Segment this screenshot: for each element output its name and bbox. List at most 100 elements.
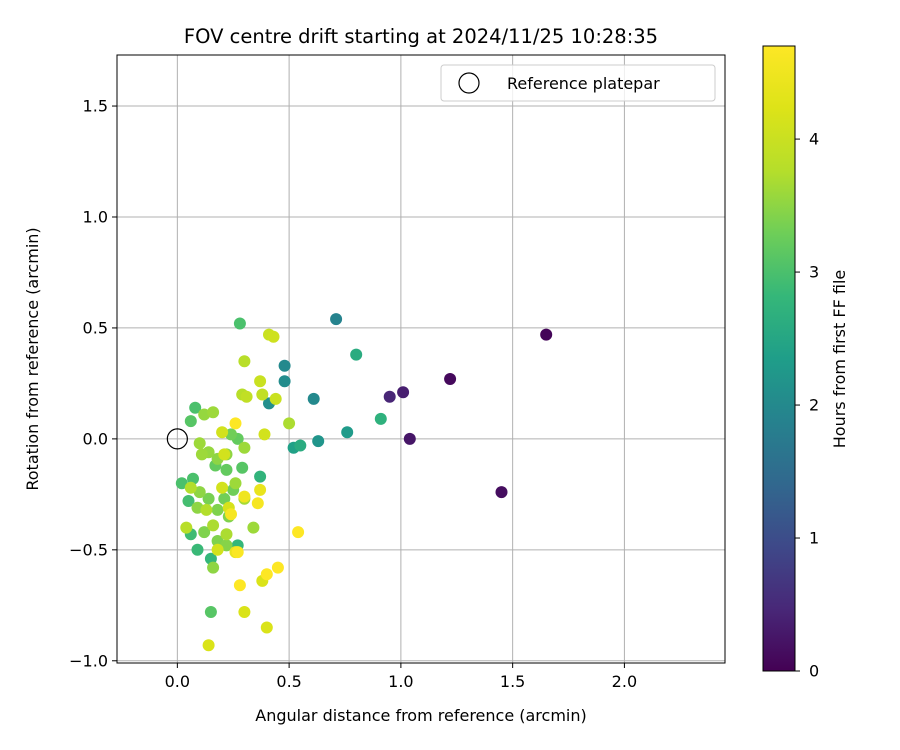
- y-tick-label: −0.5: [69, 540, 108, 559]
- data-point: [211, 503, 224, 516]
- data-point: [350, 348, 363, 361]
- data-point: [292, 526, 305, 539]
- data-point: [236, 461, 249, 474]
- legend-reference-marker: [458, 72, 480, 94]
- data-point: [202, 639, 215, 652]
- data-point: [258, 428, 271, 441]
- data-point: [256, 388, 269, 401]
- scatter-points: [175, 313, 553, 652]
- data-point: [220, 528, 233, 541]
- data-point: [294, 439, 307, 452]
- grid: [117, 55, 725, 663]
- x-axis-ticks: 0.0 0.5 1.0 1.5 2.0: [165, 663, 637, 691]
- x-tick-label: 0.5: [276, 672, 301, 691]
- data-point: [211, 543, 224, 556]
- colorbar-label: Hours from first FF file: [830, 270, 849, 449]
- colorbar-ticks: 0 1 2 3 4: [795, 130, 819, 681]
- axes-frame: [116, 54, 726, 664]
- legend: Reference platepar: [440, 64, 716, 102]
- data-point: [216, 481, 229, 494]
- data-point: [374, 412, 387, 425]
- data-point: [200, 503, 213, 516]
- data-point: [260, 621, 273, 634]
- colorbar-tick-label: 4: [809, 130, 819, 149]
- x-tick-label: 1.0: [388, 672, 413, 691]
- data-point: [211, 535, 224, 547]
- data-point: [184, 415, 197, 428]
- data-point: [278, 375, 291, 388]
- data-point: [247, 521, 260, 534]
- data-point: [403, 432, 416, 445]
- data-point: [341, 426, 354, 439]
- data-point: [240, 390, 253, 403]
- y-axis-label: Rotation from reference (arcmin): [23, 227, 42, 490]
- colorbar: 0 1 2 3 4 Hours from first FF file: [762, 45, 849, 681]
- data-point: [238, 441, 251, 454]
- data-point: [397, 386, 410, 399]
- colorbar-gradient: [762, 45, 796, 672]
- data-point: [202, 492, 215, 505]
- y-tick-label: 1.0: [83, 207, 108, 226]
- x-axis-label: Angular distance from reference (arcmin): [255, 706, 586, 725]
- plot-area: 0.0 0.5 1.0 1.5 2.0 −1.0 −0.5 0.0 0.5 1.0 1.5: [69, 54, 726, 691]
- data-point: [198, 526, 211, 539]
- y-axis-ticks: −1.0 −0.5 0.0 0.5 1.0 1.5: [69, 97, 117, 670]
- reference-layer: [166, 428, 188, 450]
- data-point: [540, 328, 553, 341]
- data-point: [218, 448, 231, 461]
- data-point: [269, 392, 282, 405]
- data-point: [182, 495, 195, 507]
- data-point: [207, 519, 220, 532]
- chart-title: FOV centre drift starting at 2024/11/25 …: [184, 25, 658, 48]
- data-point: [204, 606, 217, 618]
- x-tick-label: 1.5: [500, 672, 525, 691]
- x-tick-label: 0.0: [165, 672, 190, 691]
- data-point: [231, 546, 244, 559]
- data-point: [283, 417, 296, 430]
- legend-entry-reference: Reference platepar: [507, 74, 660, 93]
- data-point: [195, 448, 208, 461]
- data-point: [229, 417, 242, 430]
- data-point: [207, 406, 220, 419]
- data-point: [254, 483, 267, 496]
- data-point: [238, 490, 251, 503]
- colorbar-tick-label: 0: [809, 662, 819, 681]
- data-point: [260, 568, 273, 581]
- data-point: [180, 521, 193, 534]
- data-point: [193, 437, 206, 450]
- data-point: [312, 435, 325, 448]
- data-point: [233, 579, 246, 592]
- data-point: [238, 606, 251, 618]
- data-point: [220, 463, 233, 476]
- data-point: [225, 508, 237, 521]
- data-point: [383, 390, 396, 403]
- data-point: [184, 481, 197, 494]
- data-point: [251, 497, 264, 510]
- data-point: [444, 373, 457, 385]
- data-point: [218, 492, 231, 505]
- data-point: [254, 470, 267, 483]
- axes-background: [117, 55, 725, 663]
- y-tick-label: 1.5: [83, 97, 108, 116]
- data-point: [278, 359, 291, 372]
- data-point: [216, 426, 229, 439]
- x-tick-label: 2.0: [612, 672, 637, 691]
- data-point: [495, 486, 508, 499]
- reference-platepar-marker: [166, 428, 188, 450]
- data-point: [267, 330, 280, 343]
- data-point: [254, 375, 267, 388]
- data-point: [220, 539, 233, 552]
- data-point: [238, 355, 251, 368]
- colorbar-tick-label: 3: [809, 263, 819, 282]
- colorbar-tick-label: 1: [809, 529, 819, 548]
- data-point: [191, 543, 204, 556]
- legend-box: [440, 64, 716, 102]
- y-tick-label: −1.0: [69, 651, 108, 670]
- data-point: [229, 477, 242, 490]
- data-point: [207, 561, 220, 574]
- y-tick-label: 0.0: [83, 429, 108, 448]
- y-tick-label: 0.5: [83, 318, 108, 337]
- data-point: [175, 477, 188, 490]
- colorbar-tick-label: 2: [809, 396, 819, 415]
